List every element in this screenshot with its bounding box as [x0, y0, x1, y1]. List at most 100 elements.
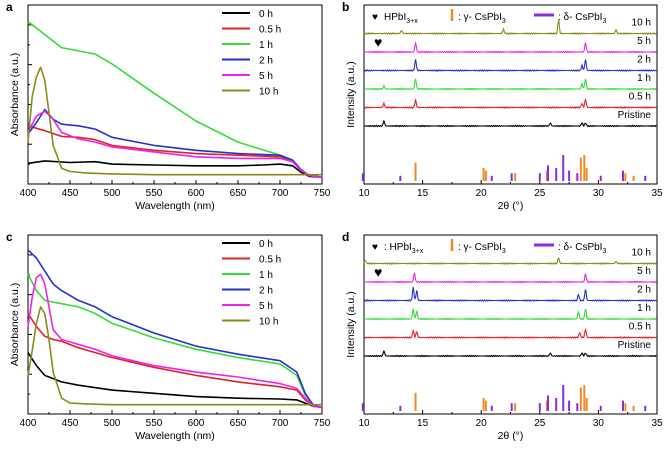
- x-tick-label: 10: [358, 188, 370, 199]
- xrd-trace-2h: [363, 286, 657, 303]
- trace-label: 2 h: [637, 285, 651, 296]
- xrd-trace-05h: [363, 97, 657, 110]
- legend-label: 0 h: [259, 239, 273, 250]
- xrd-trace-5h: [364, 41, 657, 54]
- trace-label: 2 h: [637, 55, 651, 66]
- legend-label: 10 h: [259, 87, 278, 98]
- x-tick-label: 500: [104, 418, 121, 429]
- x-tick-label: 10: [358, 418, 370, 429]
- legend-label: 0.5 h: [259, 255, 281, 266]
- legend-delta-text: : δ- CsPbI: [558, 12, 602, 23]
- x-tick-label: 600: [188, 188, 205, 199]
- trace-label: Pristine: [618, 110, 652, 121]
- legend-delta: : δ- CsPbI3: [558, 242, 606, 255]
- legend-hpbi-text: HPbI: [384, 12, 406, 23]
- x-tick-label: 750: [314, 188, 331, 199]
- heart-icon: ♥: [372, 12, 378, 23]
- legend-hpbi-text: : HPbI: [384, 242, 412, 253]
- x-tick-label: 30: [593, 188, 605, 199]
- legend-hpbi-sub: 3+x: [412, 248, 424, 255]
- x-axis-label: 2θ (°): [498, 200, 524, 212]
- x-tick-label: 20: [476, 418, 488, 429]
- x-tick-label: 700: [272, 188, 289, 199]
- series-line-5h: [27, 110, 323, 178]
- legend-hpbi: : HPbI3+x: [384, 242, 424, 255]
- x-tick-label: 25: [534, 418, 546, 429]
- x-tick-label: 550: [146, 188, 163, 199]
- series-line-0h: [27, 352, 323, 408]
- heart-marker-icon: ♥: [374, 34, 382, 50]
- y-axis-label: Intensity (a.u.): [345, 61, 357, 128]
- trace-label: 0.5 h: [629, 92, 651, 103]
- y-axis-label: Absorbance (a.u.): [9, 283, 21, 366]
- x-tick-label: 550: [146, 418, 163, 429]
- xrd-trace-10h: [363, 256, 657, 266]
- y-axis-label: Absorbance (a.u.): [9, 53, 21, 136]
- panel-a: 400 450 500 550 600 650 700 750 Wavelength (nm) A…: [6, 0, 331, 212]
- legend-label: 5 h: [259, 71, 273, 82]
- series-line-2h: [27, 108, 323, 178]
- trace-label: Pristine: [618, 340, 652, 351]
- xrd-trace-1h: [363, 308, 657, 321]
- y-axis-label: Intensity (a.u.): [345, 291, 357, 358]
- xrd-trace-5h: [364, 272, 657, 284]
- panel-letter: c: [6, 230, 13, 244]
- trace-label: 0.5 h: [629, 322, 651, 333]
- legend-hpbi-sub: 3+x: [406, 18, 418, 25]
- x-tick-label: 700: [272, 418, 289, 429]
- heart-marker-icon: ♥: [374, 264, 382, 280]
- x-tick-label: 35: [651, 188, 663, 199]
- series-line-10h: [27, 66, 322, 176]
- trace-label: 5 h: [637, 36, 651, 47]
- legend-gamma-text: : γ- CsPbI: [458, 12, 502, 23]
- x-tick-label: 650: [230, 418, 247, 429]
- legend-gamma: : γ- CsPbI3: [458, 242, 506, 255]
- x-tick-label: 25: [534, 188, 546, 199]
- x-tick-label: 15: [417, 418, 429, 429]
- xrd-trace-Pristine: [363, 119, 657, 128]
- legend-label: 0.5 h: [259, 25, 281, 36]
- x-axis-label: 2θ (°): [498, 430, 524, 442]
- series-line-2h: [27, 249, 323, 408]
- x-axis-label: Wavelength (nm): [135, 430, 215, 442]
- x-tick-label: 450: [62, 418, 79, 429]
- x-axis-label: Wavelength (nm): [135, 200, 215, 212]
- x-tick-label: 450: [62, 188, 79, 199]
- legend-gamma-text: : γ- CsPbI: [458, 242, 502, 253]
- panel-letter: d: [342, 230, 349, 244]
- x-tick-label: 15: [417, 188, 429, 199]
- panel-letter: b: [342, 0, 349, 14]
- x-tick-label: 30: [593, 418, 605, 429]
- heart-icon: ♥: [372, 242, 378, 253]
- x-tick-label: 500: [104, 188, 121, 199]
- series-line-5h: [27, 273, 323, 408]
- legend-delta-text: : δ- CsPbI: [558, 242, 602, 253]
- legend-label: 10 h: [259, 317, 278, 328]
- xrd-trace-Pristine: [363, 349, 657, 358]
- x-tick-label: 20: [476, 188, 488, 199]
- legend-label: 0 h: [259, 9, 273, 20]
- legend-gamma: : γ- CsPbI3: [458, 12, 506, 25]
- legend-delta-sub: 3: [602, 248, 606, 255]
- x-tick-label: 650: [230, 188, 247, 199]
- series-line-0h: [27, 160, 323, 178]
- x-tick-label: 750: [314, 418, 331, 429]
- legend-delta: : δ- CsPbI3: [558, 12, 606, 25]
- series-line-10h: [27, 306, 322, 406]
- plot-frame: [363, 4, 658, 185]
- panel-c: 400 450 500 550 600 650 700 750 Wavelength (nm) A…: [6, 230, 331, 442]
- x-tick-label: 400: [20, 188, 37, 199]
- x-tick-label: 600: [188, 418, 205, 429]
- legend-hpbi: HPbI3+x: [384, 12, 418, 25]
- legend-label: 5 h: [259, 301, 273, 312]
- trace-label: 10 h: [632, 18, 651, 29]
- x-tick-label: 35: [651, 418, 663, 429]
- legend-gamma-sub: 3: [502, 18, 506, 25]
- legend-label: 2 h: [259, 286, 273, 297]
- trace-label: 1 h: [637, 73, 651, 84]
- legend-label: 2 h: [259, 56, 273, 67]
- xrd-trace-1h: [363, 78, 657, 91]
- legend-label: 1 h: [259, 40, 273, 51]
- xrd-trace-10h: [363, 19, 657, 36]
